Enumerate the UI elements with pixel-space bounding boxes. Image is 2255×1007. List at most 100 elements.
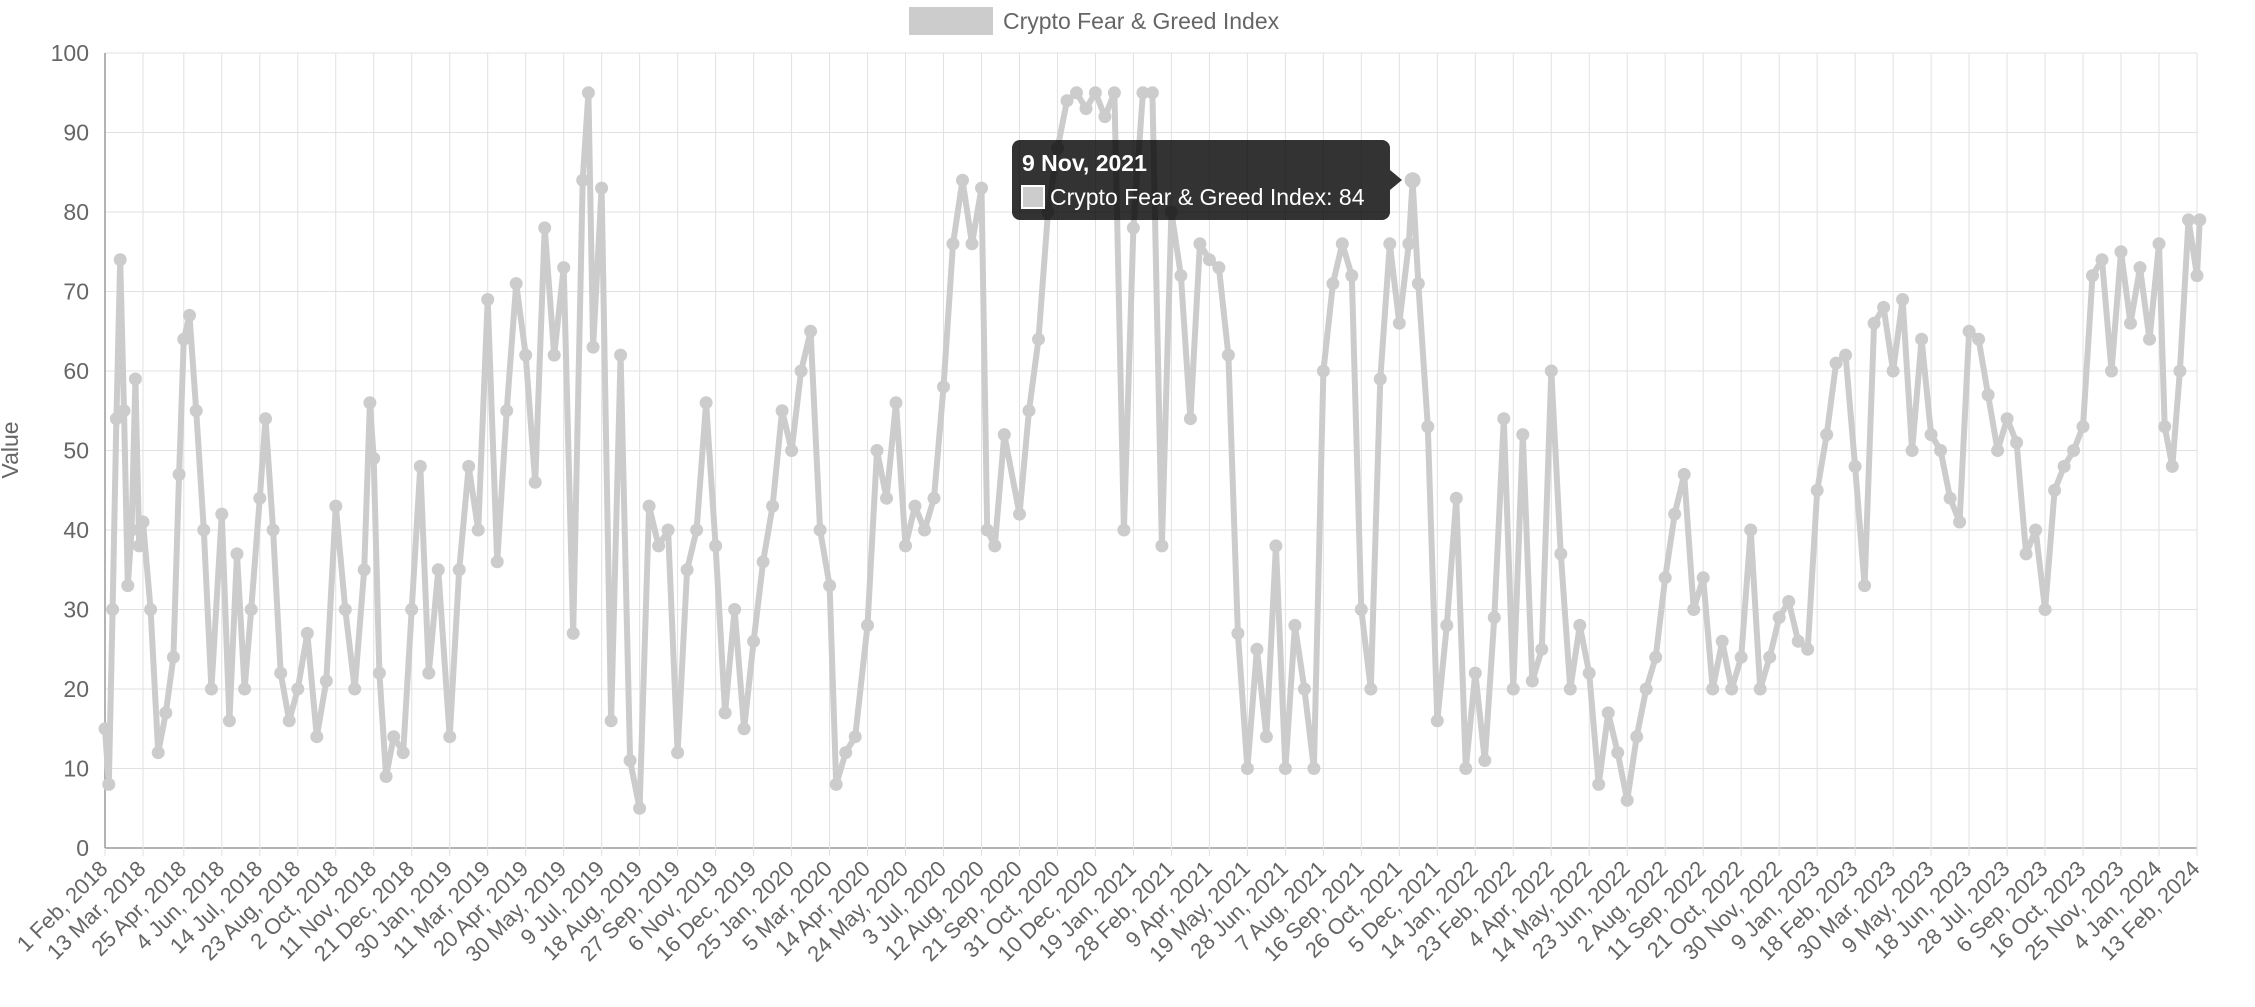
data-point[interactable] <box>813 523 827 537</box>
data-point[interactable] <box>1269 539 1283 553</box>
data-point[interactable] <box>215 507 229 521</box>
data-point[interactable] <box>490 555 504 569</box>
data-point[interactable] <box>102 777 116 791</box>
data-point[interactable] <box>927 491 941 505</box>
data-point[interactable] <box>2114 245 2128 259</box>
data-point[interactable] <box>766 499 780 513</box>
data-point[interactable] <box>151 746 165 760</box>
data-point[interactable] <box>1896 293 1910 306</box>
data-point[interactable] <box>899 539 912 553</box>
data-point[interactable] <box>1345 269 1359 283</box>
data-point[interactable] <box>1554 547 1568 561</box>
data-point[interactable] <box>1611 746 1625 760</box>
data-point[interactable] <box>1136 86 1150 100</box>
data-point[interactable] <box>528 475 542 489</box>
data-point[interactable] <box>1915 332 1929 346</box>
data-point[interactable] <box>125 523 139 537</box>
data-point[interactable] <box>1402 237 1416 251</box>
data-point[interactable] <box>509 277 523 291</box>
data-point[interactable] <box>557 261 571 275</box>
data-point[interactable] <box>1364 682 1378 696</box>
data-point[interactable] <box>604 714 618 728</box>
data-point[interactable] <box>918 523 931 537</box>
data-point[interactable] <box>379 770 393 783</box>
data-point[interactable] <box>348 682 362 696</box>
data-point[interactable] <box>1088 86 1102 100</box>
data-point[interactable] <box>848 730 862 744</box>
data-point[interactable] <box>1677 467 1691 481</box>
data-point[interactable] <box>1326 277 1340 291</box>
data-point[interactable] <box>319 674 333 688</box>
data-point[interactable] <box>222 714 236 728</box>
data-point[interactable] <box>2019 547 2033 561</box>
data-point[interactable] <box>1753 682 1767 696</box>
data-point[interactable] <box>1478 754 1492 767</box>
data-point[interactable] <box>1032 332 1045 346</box>
data-point[interactable] <box>889 396 903 410</box>
data-point[interactable] <box>1782 595 1796 608</box>
data-point[interactable] <box>1421 420 1435 434</box>
data-point[interactable] <box>1886 364 1900 378</box>
data-point[interactable] <box>2133 261 2147 275</box>
data-point[interactable] <box>956 173 969 187</box>
data-point[interactable] <box>1706 682 1720 696</box>
data-point[interactable] <box>1107 86 1121 100</box>
data-point[interactable] <box>1601 706 1615 720</box>
data-point[interactable] <box>1820 428 1834 442</box>
data-point[interactable] <box>1801 642 1815 656</box>
data-point[interactable] <box>452 563 466 577</box>
data-point[interactable] <box>829 777 843 791</box>
data-point[interactable] <box>709 539 723 553</box>
data-point[interactable] <box>230 547 244 561</box>
data-point[interactable] <box>937 380 950 394</box>
data-point[interactable] <box>266 523 280 537</box>
data-point[interactable] <box>2173 364 2187 378</box>
data-point[interactable] <box>880 491 893 505</box>
data-point[interactable] <box>2010 436 2024 450</box>
data-point[interactable] <box>106 603 120 616</box>
data-point[interactable] <box>1972 332 1986 346</box>
data-point[interactable] <box>259 412 272 426</box>
data-point[interactable] <box>1411 277 1425 291</box>
data-point[interactable] <box>1592 777 1606 791</box>
data-point[interactable] <box>1278 762 1292 775</box>
data-point[interactable] <box>1658 571 1672 585</box>
data-point[interactable] <box>1516 428 1530 442</box>
data-point[interactable] <box>1544 364 1558 378</box>
data-point[interactable] <box>2152 237 2166 251</box>
data-point[interactable] <box>804 324 818 338</box>
data-point[interactable] <box>699 396 713 410</box>
data-point[interactable] <box>1221 348 1235 362</box>
data-point[interactable] <box>1202 253 1216 267</box>
data-point[interactable] <box>363 396 377 410</box>
data-point[interactable] <box>1563 682 1577 696</box>
data-point[interactable] <box>387 730 401 744</box>
data-point[interactable] <box>1487 611 1501 624</box>
data-point[interactable] <box>1212 261 1226 275</box>
data-point[interactable] <box>1459 762 1473 775</box>
data-point[interactable] <box>980 523 994 537</box>
data-point[interactable] <box>282 714 296 728</box>
data-point[interactable] <box>1744 523 1758 537</box>
data-point[interactable] <box>519 348 533 362</box>
data-point[interactable] <box>2158 420 2172 434</box>
data-point[interactable] <box>1791 634 1805 648</box>
data-point[interactable] <box>1307 762 1321 775</box>
data-point[interactable] <box>1582 666 1596 680</box>
data-point[interactable] <box>965 237 979 251</box>
data-point[interactable] <box>121 579 135 593</box>
data-point[interactable] <box>113 253 127 267</box>
data-point[interactable] <box>1725 682 1739 696</box>
data-point[interactable] <box>1231 626 1245 640</box>
data-point[interactable] <box>756 555 770 569</box>
data-point[interactable] <box>300 626 314 640</box>
data-point[interactable] <box>2193 213 2207 227</box>
data-point[interactable] <box>132 539 146 553</box>
data-point[interactable] <box>1440 618 1454 632</box>
data-point[interactable] <box>172 467 186 481</box>
data-point[interactable] <box>1943 491 1957 505</box>
data-point[interactable] <box>1639 682 1653 696</box>
data-point[interactable] <box>1174 269 1188 283</box>
data-point[interactable] <box>1079 102 1093 116</box>
data-point[interactable] <box>680 563 694 577</box>
